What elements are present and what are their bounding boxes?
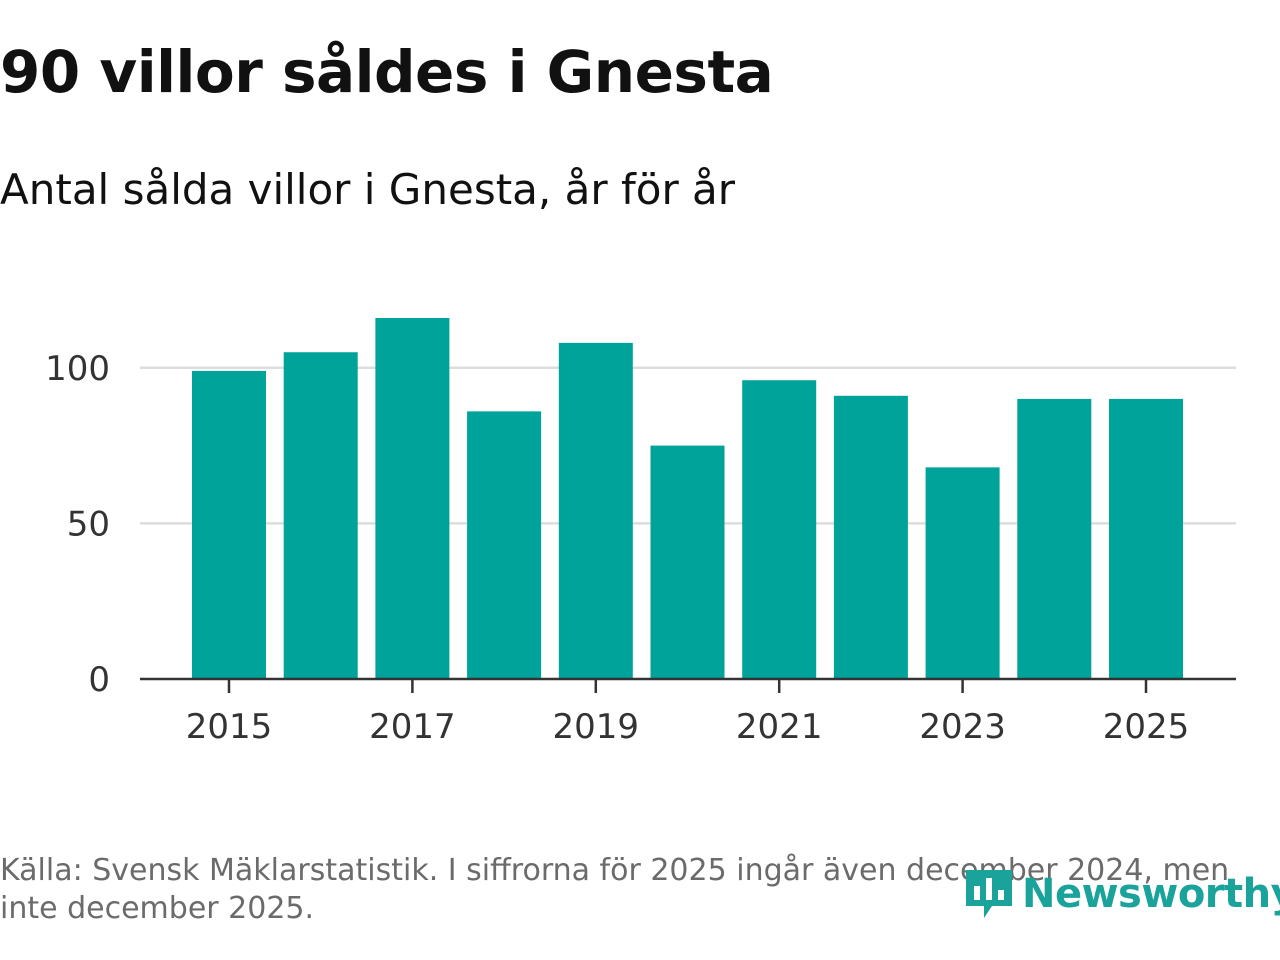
y-tick-label: 0 [88,660,110,700]
bar-2019 [558,342,633,679]
bar-2025 [1109,398,1183,679]
x-tick-label: 2015 [186,707,273,747]
bar-2017 [375,318,450,679]
bar-2016 [283,352,358,679]
newsworthy-logo: Newsworthy [962,862,1280,926]
y-tick-label: 100 [45,349,110,389]
x-tick-label: 2019 [553,707,640,747]
bar-2021 [742,380,817,679]
x-tick-label: 2025 [1103,707,1190,747]
bar-2015 [192,370,266,679]
chart-title: 90 villor såldes i Gnesta [0,38,774,106]
bar-2023 [925,467,1000,679]
bar-2024 [1017,398,1092,679]
bar-2022 [833,395,908,679]
chart-subtitle: Antal sålda villor i Gnesta, år för år [0,165,736,214]
bar-2018 [467,411,542,679]
x-tick-label: 2021 [736,707,823,747]
bar-2020 [650,445,725,679]
x-tick-label: 2017 [369,707,456,747]
bars [192,318,1183,679]
source-note: Källa: Svensk Mäklarstatistik. I siffror… [0,853,1230,926]
x-tick-label: 2023 [919,707,1006,747]
axes: 0 50 100 2015 2017 2019 2021 2023 2025 [45,349,1236,747]
logo-text: Newsworthy [1022,871,1280,917]
newsworthy-chart-icon [966,870,1012,918]
y-tick-label: 50 [67,504,110,544]
